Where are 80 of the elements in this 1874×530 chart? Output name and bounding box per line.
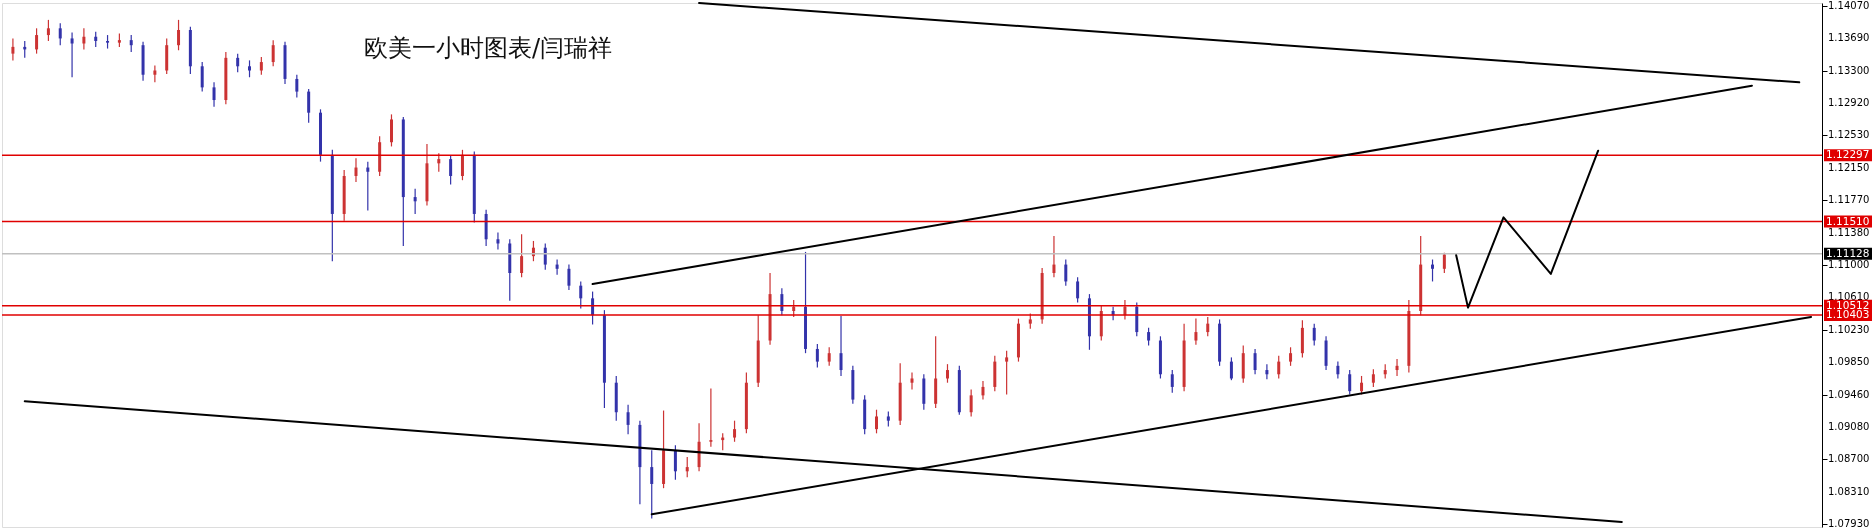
y-tick-label: 1.12530 bbox=[1828, 129, 1870, 141]
candlestick bbox=[1194, 317, 1198, 346]
candlestick bbox=[236, 53, 240, 73]
candlestick bbox=[1170, 369, 1174, 394]
candlestick bbox=[673, 444, 677, 481]
candlestick bbox=[1395, 358, 1399, 377]
candlestick bbox=[1265, 363, 1269, 380]
y-tick-label: 1.14070 bbox=[1828, 0, 1870, 11]
candlestick bbox=[366, 161, 370, 212]
candlestick bbox=[413, 188, 417, 215]
candlestick bbox=[70, 31, 74, 78]
candlestick bbox=[35, 27, 39, 55]
candlestick bbox=[827, 346, 831, 367]
y-tick-label: 1.11000 bbox=[1828, 258, 1870, 270]
candlestick bbox=[981, 380, 985, 401]
candlestick bbox=[733, 420, 737, 443]
ref-line-label: 1.11510 bbox=[1826, 214, 1870, 227]
candlestick bbox=[1360, 375, 1364, 396]
candlestick bbox=[177, 19, 181, 51]
y-tick-label: 1.09850 bbox=[1828, 355, 1870, 367]
line-series bbox=[1455, 149, 1600, 309]
y-tick-label: 1.13300 bbox=[1828, 64, 1870, 76]
candlestick bbox=[460, 149, 464, 181]
candlestick bbox=[271, 39, 275, 67]
candlestick bbox=[437, 152, 441, 173]
y-tick-label: 1.12920 bbox=[1828, 96, 1870, 108]
candlestick bbox=[295, 74, 299, 99]
y-tick-label: 1.11380 bbox=[1828, 226, 1870, 238]
candlestick bbox=[1052, 235, 1056, 278]
candlestick bbox=[496, 231, 500, 250]
candlestick bbox=[1348, 369, 1352, 396]
y-tick-label: 1.09080 bbox=[1828, 420, 1870, 432]
candlestick bbox=[567, 263, 571, 291]
candlestick bbox=[58, 22, 62, 46]
candlestick bbox=[389, 113, 393, 148]
y-tick-label: 1.07930 bbox=[1828, 517, 1870, 529]
ref-line-label: 1.11128 bbox=[1826, 246, 1870, 259]
candlestick bbox=[520, 233, 524, 278]
y-tick-label: 1.09460 bbox=[1828, 388, 1870, 400]
candlestick bbox=[1076, 276, 1080, 304]
candlestick bbox=[815, 343, 819, 369]
candlestick bbox=[650, 449, 654, 520]
candlestick bbox=[1289, 346, 1293, 367]
candlestick bbox=[839, 315, 843, 377]
candlestick bbox=[1206, 316, 1210, 337]
candlestick bbox=[1277, 355, 1281, 380]
candlestick bbox=[1431, 258, 1435, 283]
y-tick-label: 1.08310 bbox=[1828, 485, 1870, 497]
candlestick bbox=[685, 456, 689, 478]
y-tick-label: 1.08700 bbox=[1828, 452, 1870, 464]
text: 欧美一小时图表/闫瑞祥 bbox=[364, 34, 613, 62]
y-tick-label: 1.10230 bbox=[1828, 323, 1870, 335]
candlestick bbox=[46, 19, 50, 42]
candlestick bbox=[153, 64, 157, 83]
candlestick bbox=[1253, 348, 1257, 375]
candlestick bbox=[212, 81, 216, 108]
y-tick-label: 1.12150 bbox=[1828, 161, 1870, 173]
y-tick-label: 1.11770 bbox=[1828, 193, 1870, 205]
ref-line-label: 1.12297 bbox=[1826, 148, 1870, 161]
candlestick bbox=[82, 27, 86, 51]
candlestick bbox=[200, 61, 204, 93]
candlestick bbox=[307, 88, 311, 124]
candlestick bbox=[875, 409, 879, 434]
candlestick bbox=[1005, 350, 1009, 396]
candlestick bbox=[945, 363, 949, 384]
candlestick bbox=[1229, 356, 1233, 381]
y-tick-label: 1.13690 bbox=[1828, 31, 1870, 43]
candlestick bbox=[11, 37, 15, 61]
candlestick bbox=[969, 388, 973, 418]
candlestick bbox=[319, 108, 322, 163]
candlestick bbox=[579, 280, 583, 310]
candlestick bbox=[626, 404, 630, 435]
candlestick bbox=[709, 388, 713, 448]
candlestick bbox=[354, 157, 358, 183]
candlestick bbox=[1312, 323, 1316, 347]
candlestick bbox=[1064, 258, 1068, 287]
candlestick bbox=[910, 371, 914, 391]
candlestick bbox=[248, 59, 252, 78]
candlestick bbox=[449, 154, 453, 186]
candlestick bbox=[555, 258, 559, 276]
